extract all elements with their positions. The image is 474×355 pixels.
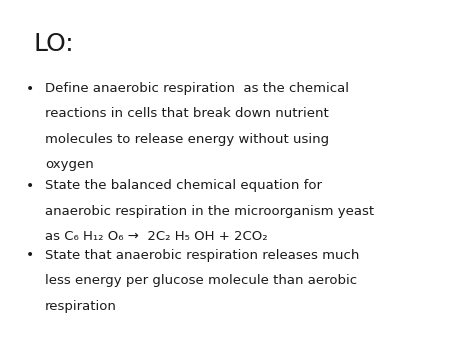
Text: molecules to release energy without using: molecules to release energy without usin…	[45, 133, 329, 146]
Text: •: •	[26, 248, 34, 262]
Text: reactions in cells that break down nutrient: reactions in cells that break down nutri…	[45, 107, 329, 120]
Text: as C₆ H₁₂ O₆ →  2C₂ H₅ OH + 2CO₂: as C₆ H₁₂ O₆ → 2C₂ H₅ OH + 2CO₂	[45, 230, 268, 244]
Text: •: •	[26, 179, 34, 193]
Text: respiration: respiration	[45, 300, 117, 313]
Text: State the balanced chemical equation for: State the balanced chemical equation for	[45, 179, 322, 192]
Text: anaerobic respiration in the microorganism yeast: anaerobic respiration in the microorgani…	[45, 205, 374, 218]
Text: State that anaerobic respiration releases much: State that anaerobic respiration release…	[45, 248, 359, 262]
Text: Define anaerobic respiration  as the chemical: Define anaerobic respiration as the chem…	[45, 82, 349, 95]
Text: •: •	[26, 82, 34, 95]
Text: LO:: LO:	[33, 32, 74, 56]
Text: oxygen: oxygen	[45, 158, 94, 171]
Text: less energy per glucose molecule than aerobic: less energy per glucose molecule than ae…	[45, 274, 357, 287]
